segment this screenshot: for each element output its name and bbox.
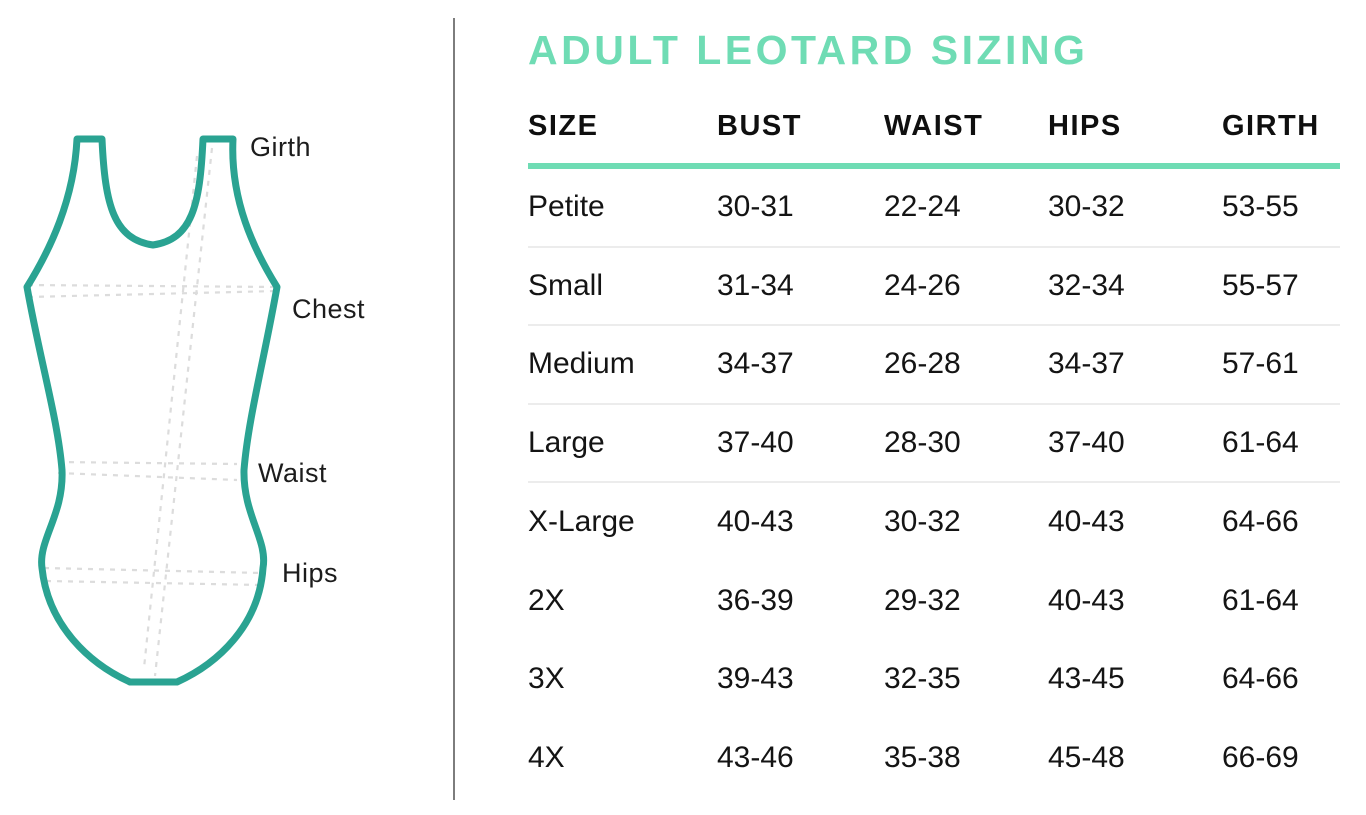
- girth-cell: 61-64: [1222, 425, 1299, 459]
- girth-cell: 57-61: [1222, 347, 1299, 381]
- table-row-small: Small 31-34 24-26 32-34 55-57: [528, 248, 1340, 326]
- waist-label: Waist: [258, 458, 327, 488]
- girth-cell: 64-66: [1222, 662, 1299, 696]
- waist-cell: 22-24: [884, 190, 961, 224]
- leotard-illustration: Girth Chest Waist Hips: [0, 0, 456, 815]
- waist-measure-line: [57, 460, 238, 466]
- hips-cell: 30-32: [1048, 190, 1125, 224]
- size-cell: Large: [528, 425, 605, 459]
- bust-cell: 30-31: [717, 190, 794, 224]
- bust-cell: 37-40: [717, 425, 794, 459]
- table-row-2x: 2X 36-39 29-32 40-43 61-64: [528, 562, 1340, 641]
- column-header-waist: WAIST: [884, 110, 984, 142]
- size-cell: 3X: [528, 662, 565, 696]
- bust-cell: 34-37: [717, 347, 794, 381]
- size-cell: X-Large: [528, 505, 635, 539]
- bust-cell: 43-46: [717, 740, 794, 774]
- column-header-hips: HIPS: [1048, 110, 1122, 142]
- size-cell: Medium: [528, 347, 635, 381]
- column-header-bust: BUST: [717, 110, 802, 142]
- girth-cell: 66-69: [1222, 740, 1299, 774]
- bust-cell: 36-39: [717, 583, 794, 617]
- measurement-dashed-lines: [27, 147, 278, 677]
- table-row-x-large: X-Large 40-43 30-32 40-43 64-66: [528, 483, 1340, 562]
- girth-measure-line-2: [142, 155, 199, 669]
- hips-cell: 40-43: [1048, 583, 1125, 617]
- chest-measure-line-2: [27, 289, 278, 299]
- sizing-table-section: ADULT LEOTARD SIZING SIZE BUST WAIST HIP…: [528, 0, 1340, 797]
- waist-cell: 24-26: [884, 268, 961, 302]
- table-header-row: SIZE BUST WAIST HIPS GIRTH: [528, 110, 1340, 169]
- waist-cell: 32-35: [884, 662, 961, 696]
- hips-cell: 40-43: [1048, 505, 1125, 539]
- leotard-outline-illustration: [23, 135, 281, 686]
- table-row-petite: Petite 30-31 22-24 30-32 53-55: [528, 169, 1340, 248]
- table-row-medium: Medium 34-37 26-28 34-37 57-61: [528, 326, 1340, 405]
- hips-cell: 43-45: [1048, 662, 1125, 696]
- table-row-4x: 4X 43-46 35-38 45-48 66-69: [528, 719, 1340, 798]
- waist-cell: 35-38: [884, 740, 961, 774]
- hips-cell: 34-37: [1048, 347, 1125, 381]
- girth-measure-line: [153, 147, 214, 677]
- column-header-girth: GIRTH: [1222, 110, 1320, 142]
- table-row-large: Large 37-40 28-30 37-40 61-64: [528, 405, 1340, 483]
- girth-cell: 55-57: [1222, 268, 1299, 302]
- hips-cell: 37-40: [1048, 425, 1125, 459]
- waist-cell: 26-28: [884, 347, 961, 381]
- girth-cell: 64-66: [1222, 505, 1299, 539]
- hips-cell: 32-34: [1048, 268, 1125, 302]
- hips-measure-line: [43, 566, 263, 575]
- table-row-3x: 3X 39-43 32-35 43-45 64-66: [528, 640, 1340, 719]
- bust-cell: 31-34: [717, 268, 794, 302]
- vertical-divider: [453, 18, 455, 800]
- size-cell: Small: [528, 268, 604, 302]
- waist-cell: 28-30: [884, 425, 961, 459]
- girth-label: Girth: [250, 132, 312, 162]
- hips-cell: 45-48: [1048, 740, 1125, 774]
- hips-label: Hips: [282, 558, 339, 588]
- size-cell: 4X: [528, 740, 565, 774]
- chest-measure-line: [27, 283, 278, 289]
- column-header-size: SIZE: [528, 110, 599, 142]
- girth-cell: 61-64: [1222, 583, 1299, 617]
- size-cell: 2X: [528, 583, 565, 617]
- girth-cell: 53-55: [1222, 190, 1299, 224]
- page-title: ADULT LEOTARD SIZING: [528, 27, 1089, 73]
- waist-cell: 30-32: [884, 505, 961, 539]
- bust-cell: 39-43: [717, 662, 794, 696]
- leotard-body-outline: [23, 135, 281, 686]
- waist-cell: 29-32: [884, 583, 961, 617]
- hips-measure-line-2: [45, 579, 263, 587]
- chest-label: Chest: [292, 294, 366, 324]
- size-cell: Petite: [528, 190, 605, 224]
- waist-measure-line-2: [57, 471, 238, 482]
- bust-cell: 40-43: [717, 505, 794, 539]
